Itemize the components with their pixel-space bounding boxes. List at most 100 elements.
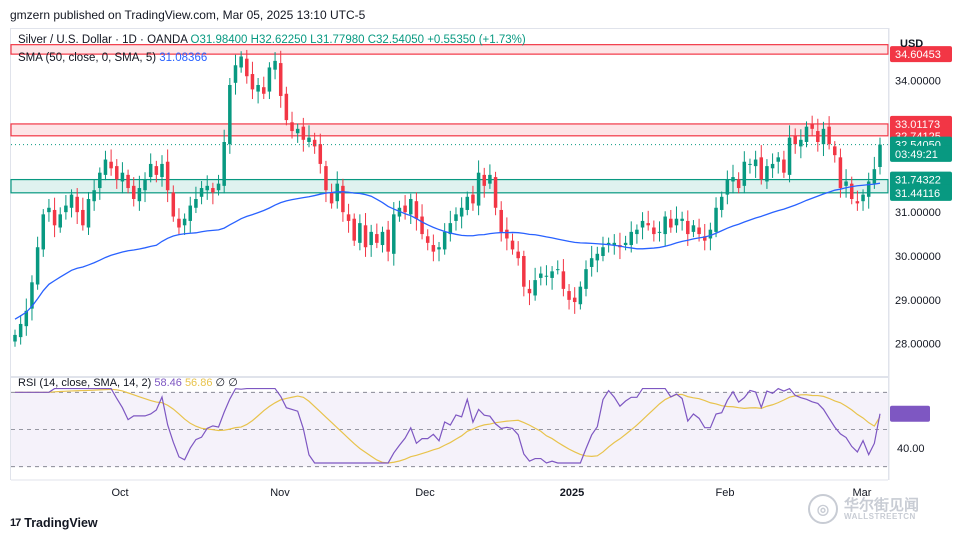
candle-body	[572, 297, 577, 303]
candle-body	[228, 85, 232, 145]
time-tick: Oct	[111, 487, 128, 499]
candle-body	[437, 247, 441, 250]
candle-body	[324, 166, 328, 191]
candle-body	[793, 135, 797, 145]
candle-body	[522, 256, 526, 287]
candle-body	[386, 229, 390, 252]
candle-body	[810, 124, 814, 129]
candle-body	[375, 234, 379, 243]
candle-body	[866, 181, 871, 197]
price-label-box	[890, 171, 952, 188]
candle-body	[567, 291, 571, 300]
sma-value: 31.08366	[159, 52, 208, 64]
candle-body	[131, 185, 136, 199]
candle-body	[482, 174, 487, 186]
candle-body	[555, 269, 560, 271]
candle-body	[341, 185, 345, 213]
candle-body	[103, 159, 108, 175]
candle-body	[171, 192, 176, 217]
candle-body	[702, 236, 707, 241]
close-value: C32.54050	[367, 34, 425, 46]
candle-body	[849, 183, 854, 199]
rsi-extra-1: ∅	[215, 377, 226, 389]
watermark-sub: WALLSTREETCN	[844, 511, 916, 521]
time-tick: Nov	[270, 487, 290, 499]
candle-body	[584, 269, 588, 289]
candle-body	[708, 229, 713, 239]
candle-body	[109, 161, 113, 169]
low-value: L31.77980	[310, 34, 365, 46]
sma-legend[interactable]: SMA (50, close, 0, SMA, 5) 31.08366	[18, 52, 207, 64]
candle-body	[211, 188, 215, 193]
candle-body	[363, 225, 368, 248]
price-tick: 34.00000	[895, 76, 941, 88]
candle-body	[606, 242, 611, 246]
candle-body	[799, 139, 803, 147]
watermark-text: 华尔街见闻	[844, 496, 920, 514]
candle-body	[539, 273, 543, 278]
candle-body	[18, 323, 23, 338]
candle-body	[98, 172, 102, 189]
price-label: 31.44116	[895, 188, 940, 200]
candle-body	[697, 227, 701, 235]
zone-green	[10, 178, 889, 194]
candle-body	[612, 242, 617, 246]
candle-body	[52, 209, 57, 226]
candle-body	[177, 218, 181, 228]
rsi-label: RSI (14, close, SMA, 14, 2)	[18, 377, 152, 389]
candle-body	[312, 139, 317, 147]
candle-body	[250, 74, 255, 90]
candle-body	[471, 194, 475, 204]
candle-body	[318, 144, 323, 164]
candle-body	[92, 190, 96, 202]
candle-body	[680, 218, 684, 221]
tradingview-logo[interactable]: 17 TradingView	[10, 516, 98, 530]
candle-body	[725, 179, 730, 195]
candle-body	[233, 65, 238, 83]
candle-body	[595, 253, 600, 261]
price-tick: 31.00000	[895, 207, 941, 219]
candle-body	[81, 209, 85, 226]
price-label-box	[890, 184, 952, 201]
candle-body	[403, 205, 407, 213]
candle-body	[674, 218, 679, 226]
candle-body	[431, 245, 436, 252]
candle-body	[736, 179, 741, 189]
rsi-extra-2: ∅	[228, 377, 238, 389]
candle-body	[623, 242, 628, 246]
candle-body	[753, 159, 758, 167]
candle-body	[284, 93, 289, 121]
watermark: ◎ 华尔街见闻 WALLSTREETCN	[808, 494, 919, 524]
candle-body	[64, 205, 68, 213]
candle-body	[380, 231, 385, 246]
symbol-name[interactable]: Silver / U.S. Dollar · 1D · OANDA	[18, 34, 188, 46]
price-tick: 29.00000	[895, 295, 941, 307]
candle-body	[652, 227, 656, 235]
tradingview-brand: TradingView	[24, 516, 98, 530]
candle-body	[691, 225, 696, 232]
candle-body	[199, 188, 204, 197]
candle-body	[759, 157, 764, 180]
currency-label[interactable]: USD	[900, 38, 924, 50]
candle-body	[714, 207, 718, 232]
candle-body	[844, 181, 848, 186]
candle-body	[465, 196, 470, 210]
rsi-legend[interactable]: RSI (14, close, SMA, 14, 2) 58.46 56.86 …	[18, 376, 238, 389]
candle-body	[657, 231, 662, 233]
candle-body	[770, 163, 775, 169]
candle-body	[719, 196, 724, 210]
candle-body	[827, 126, 831, 145]
candle-body	[505, 229, 509, 239]
candle-body	[137, 188, 142, 202]
candle-body	[397, 207, 402, 217]
candle-body	[290, 122, 294, 132]
candle-body	[493, 177, 498, 208]
candle-body	[273, 60, 277, 70]
tradingview-logo-icon: 17	[10, 517, 21, 529]
candle-body	[510, 240, 515, 250]
candle-body	[301, 126, 306, 140]
candle-body	[442, 231, 447, 250]
candle-body	[731, 177, 735, 182]
time-tick: 2025	[560, 487, 584, 499]
